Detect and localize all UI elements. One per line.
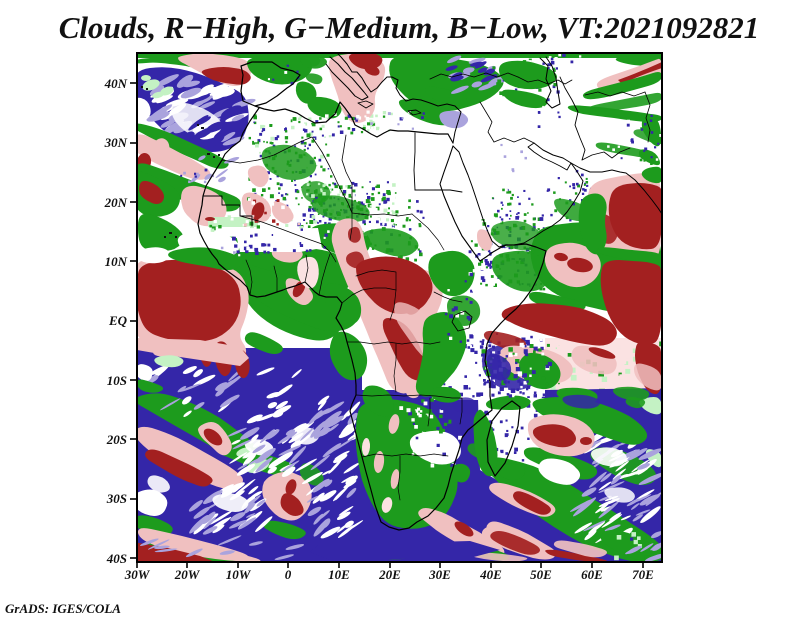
svg-text:EQ: EQ [108, 313, 128, 328]
svg-text:20E: 20E [378, 567, 401, 582]
svg-text:GrADS: IGES/COLA: GrADS: IGES/COLA [5, 601, 121, 616]
svg-text:30W: 30W [124, 567, 151, 582]
svg-text:20N: 20N [104, 195, 128, 210]
svg-text:50E: 50E [530, 567, 552, 582]
svg-text:0: 0 [285, 567, 292, 582]
svg-text:20S: 20S [106, 432, 127, 447]
svg-text:40E: 40E [479, 567, 502, 582]
svg-text:10N: 10N [105, 254, 128, 269]
svg-text:40S: 40S [106, 551, 127, 566]
svg-text:20W: 20W [174, 567, 201, 582]
svg-text:30S: 30S [106, 491, 127, 506]
svg-text:10W: 10W [226, 567, 252, 582]
svg-text:30E: 30E [428, 567, 451, 582]
svg-text:40N: 40N [104, 76, 128, 91]
svg-text:70E: 70E [632, 567, 654, 582]
svg-text:Clouds, R−High, G−Medium, B−Lo: Clouds, R−High, G−Medium, B−Low, VT:2021… [59, 10, 760, 45]
svg-text:60E: 60E [581, 567, 603, 582]
svg-text:10S: 10S [107, 373, 127, 388]
svg-text:10E: 10E [328, 567, 350, 582]
svg-text:30N: 30N [104, 135, 128, 150]
